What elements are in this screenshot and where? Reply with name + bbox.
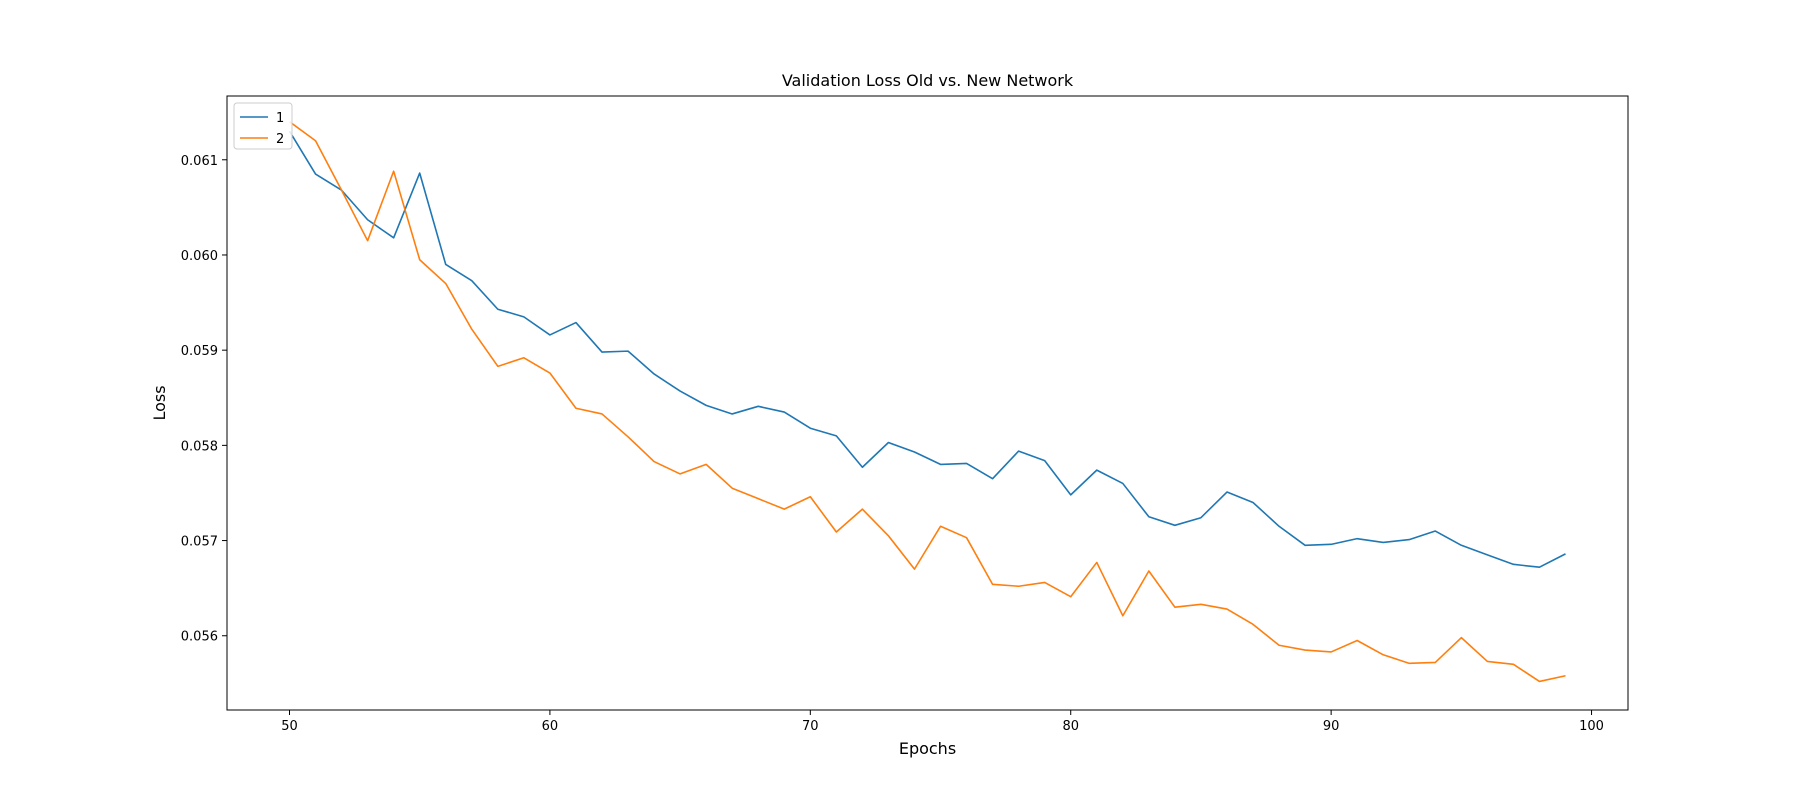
x-tick-label: 70	[802, 719, 819, 734]
y-tick-label: 0.057	[181, 535, 218, 550]
x-tick-label: 90	[1323, 719, 1340, 734]
y-tick-label: 0.058	[181, 439, 218, 454]
legend: 12	[233, 102, 293, 150]
y-tick-label: 0.056	[181, 630, 218, 645]
y-tick-label: 0.060	[181, 249, 218, 264]
x-axis: 50 60 70 80 90 100	[281, 710, 1604, 734]
plot-area	[288, 121, 1566, 683]
x-tick-label: 50	[281, 719, 298, 734]
axes-frame	[226, 95, 1629, 711]
y-axis: 0.056 0.057 0.058 0.059 0.060 0.061	[181, 154, 227, 645]
series-line-1	[288, 130, 1566, 569]
x-tick-label: 80	[1062, 719, 1079, 734]
x-tick-label: 100	[1579, 719, 1604, 734]
x-tick-label: 60	[542, 719, 559, 734]
y-axis-label: Loss	[150, 385, 169, 420]
y-tick-label: 0.059	[181, 344, 218, 359]
series-line-2	[289, 121, 1566, 683]
legend-label-1: 1	[276, 111, 284, 126]
x-axis-label: Epochs	[899, 739, 956, 758]
legend-label-2: 2	[276, 132, 284, 147]
y-tick-label: 0.061	[181, 154, 218, 169]
chart-title: Validation Loss Old vs. New Network	[782, 71, 1074, 90]
